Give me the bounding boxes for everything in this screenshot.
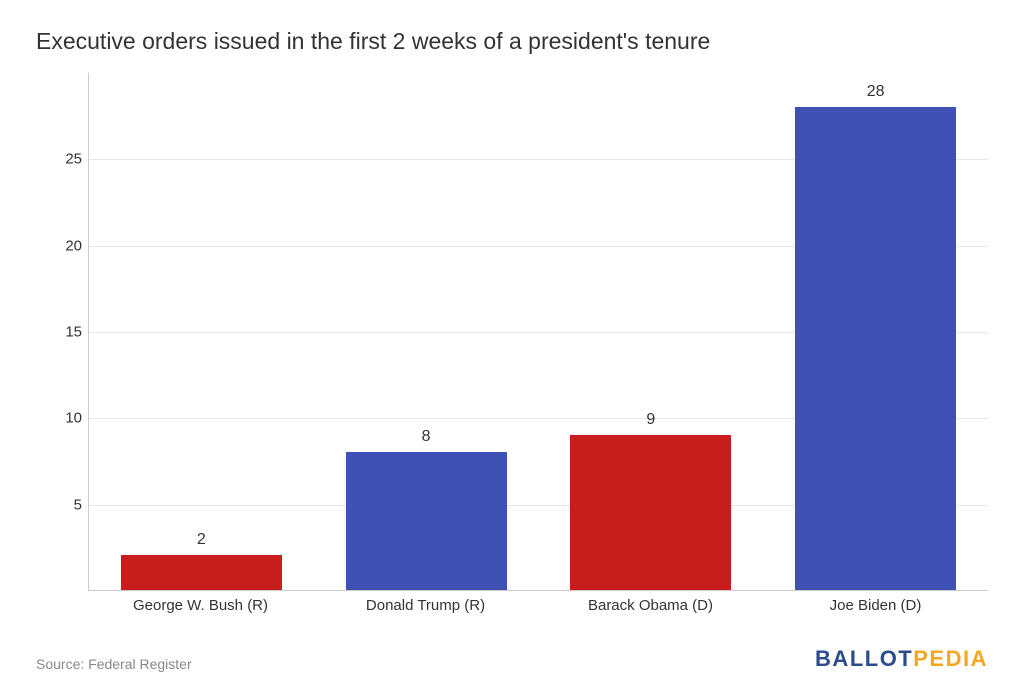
x-axis-labels: George W. Bush (R)Donald Trump (R)Barack…	[88, 597, 988, 614]
x-tick-label: Barack Obama (D)	[538, 597, 763, 614]
ballotpedia-logo: BALLOTPEDIA	[815, 646, 988, 672]
bar: 9	[570, 435, 731, 590]
x-tick-label: George W. Bush (R)	[88, 597, 313, 614]
chart-container: Executive orders issued in the first 2 w…	[0, 0, 1024, 694]
bar-value-label: 9	[646, 411, 655, 429]
logo-part-1: BALLOT	[815, 646, 913, 671]
y-tick-label: 10	[36, 410, 82, 427]
bar-slot: 2	[89, 73, 314, 590]
y-tick-label: 25	[36, 151, 82, 168]
chart-title: Executive orders issued in the first 2 w…	[36, 28, 988, 55]
bar-value-label: 28	[867, 83, 885, 101]
y-tick-label: 20	[36, 237, 82, 254]
bar: 28	[795, 107, 956, 590]
bar-slot: 28	[763, 73, 988, 590]
x-tick-label: Joe Biden (D)	[763, 597, 988, 614]
logo-part-2: PEDIA	[913, 646, 988, 671]
plot-area: 28928	[88, 73, 988, 591]
bar-value-label: 2	[197, 531, 206, 549]
source-text: Source: Federal Register	[36, 656, 192, 672]
bar-slot: 8	[314, 73, 539, 590]
bars-group: 28928	[89, 73, 988, 590]
bar-slot: 9	[539, 73, 764, 590]
y-tick-label: 15	[36, 324, 82, 341]
bar: 8	[346, 452, 507, 590]
chart-footer: Source: Federal Register BALLOTPEDIA	[36, 646, 988, 672]
chart-area: 510152025 28928 George W. Bush (R)Donald…	[36, 73, 988, 621]
y-tick-label: 5	[36, 496, 82, 513]
x-tick-label: Donald Trump (R)	[313, 597, 538, 614]
bar: 2	[121, 555, 282, 590]
bar-value-label: 8	[422, 428, 431, 446]
